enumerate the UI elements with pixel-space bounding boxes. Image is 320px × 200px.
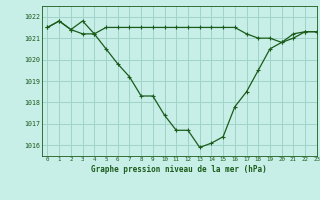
X-axis label: Graphe pression niveau de la mer (hPa): Graphe pression niveau de la mer (hPa) — [91, 165, 267, 174]
